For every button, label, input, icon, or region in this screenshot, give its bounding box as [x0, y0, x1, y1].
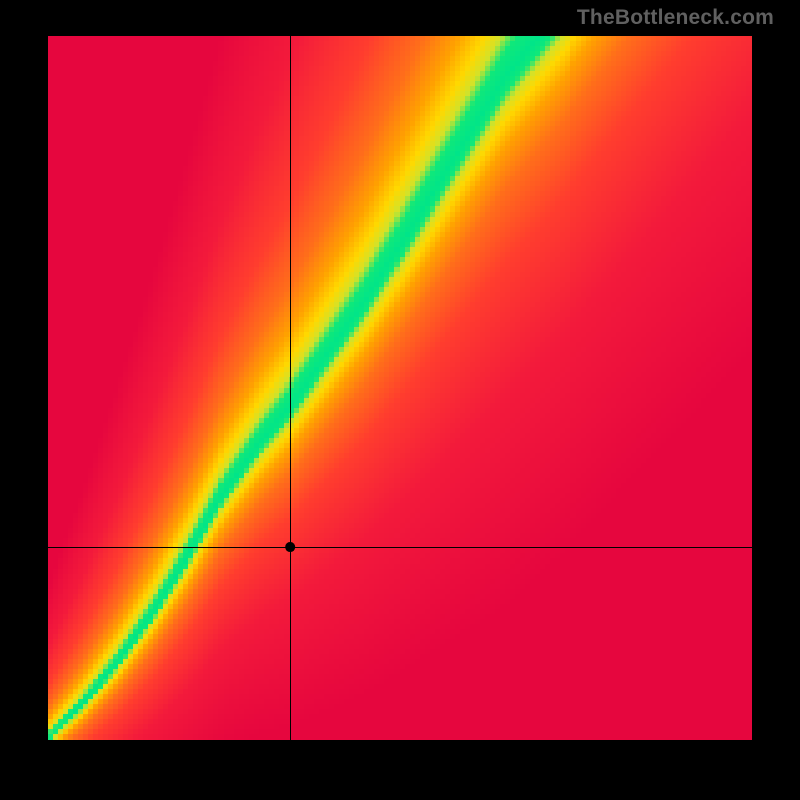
figure-container: TheBottleneck.com: [0, 0, 800, 800]
bottleneck-heatmap: [48, 36, 752, 740]
watermark-text: TheBottleneck.com: [577, 6, 774, 30]
plot-area: [48, 36, 752, 740]
